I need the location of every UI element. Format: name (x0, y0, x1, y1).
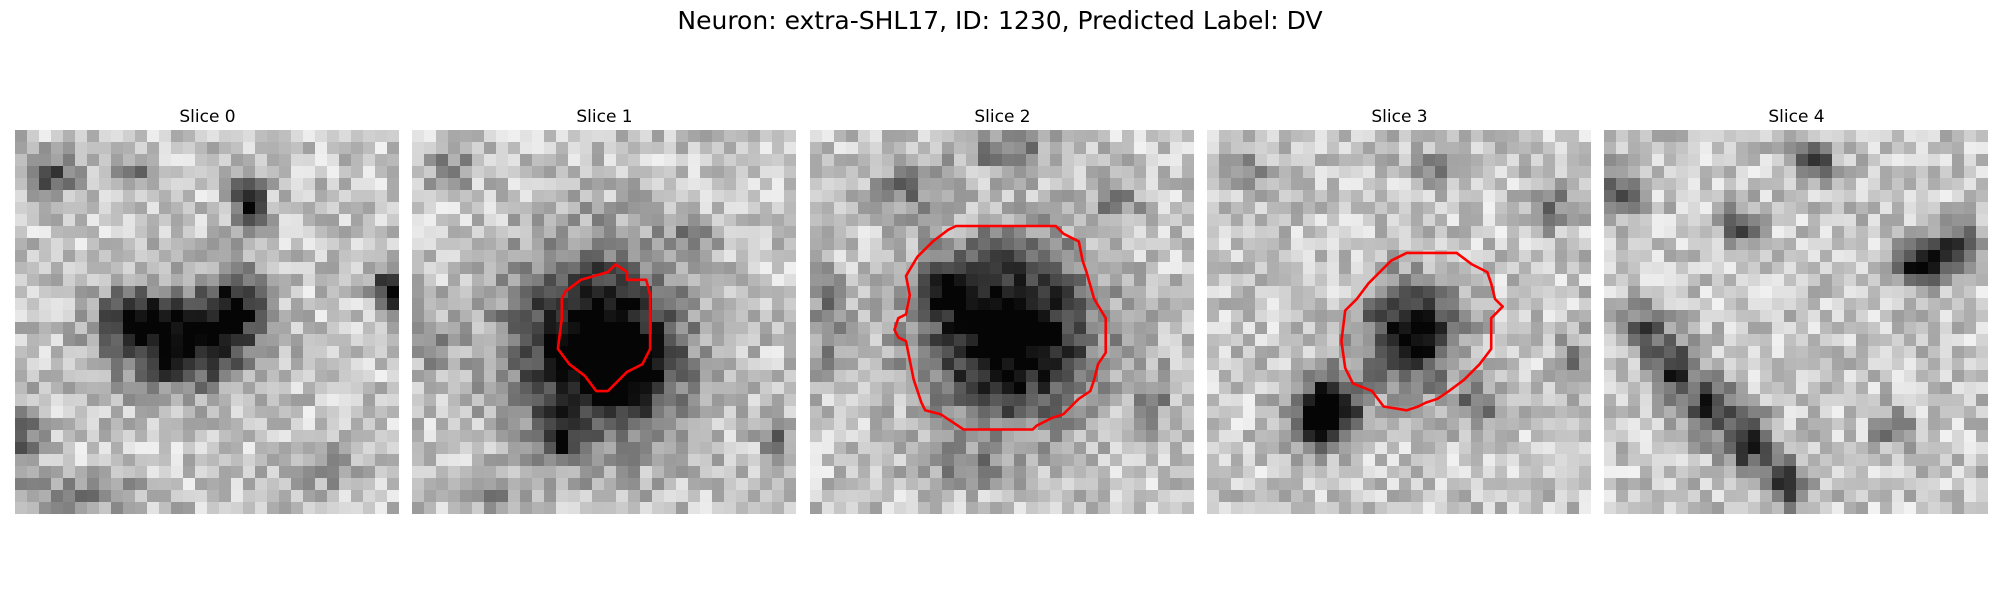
slice-title-0: Slice 0 (179, 107, 236, 127)
slice-panel-3: Slice 3 (1207, 104, 1592, 514)
slice-title-3: Slice 3 (1371, 107, 1428, 127)
slice-panel-2: Slice 2 (810, 104, 1195, 514)
neuron-contour-2 (893, 224, 1108, 431)
figure-title: Neuron: extra-SHL17, ID: 1230, Predicted… (677, 6, 1323, 35)
slice-image-4 (1604, 130, 1988, 514)
slice-panel-0: Slice 0 (15, 104, 400, 514)
slice-panel-4: Slice 4 (1604, 104, 1989, 514)
slice-title-2: Slice 2 (974, 107, 1031, 127)
neuron-contour-3 (1340, 251, 1505, 412)
slice-image-2 (810, 130, 1194, 514)
slice-image-1 (412, 130, 796, 514)
slice-panel-1: Slice 1 (412, 104, 797, 514)
neuron-contour-1 (556, 263, 652, 393)
slice-image-0 (15, 130, 399, 514)
slice-title-1: Slice 1 (576, 107, 633, 127)
slice-title-4: Slice 4 (1768, 107, 1825, 127)
slice-image-3 (1207, 130, 1591, 514)
